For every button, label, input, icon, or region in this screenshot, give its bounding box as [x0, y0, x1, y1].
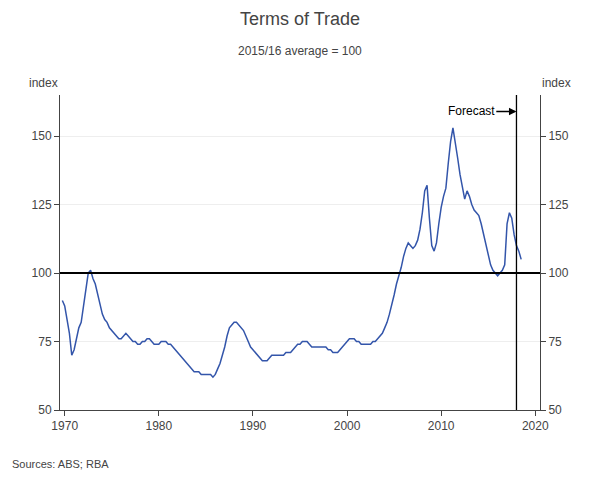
svg-text:2015/16 average = 100: 2015/16 average = 100 [238, 44, 362, 58]
svg-text:index: index [29, 76, 58, 90]
svg-text:2010: 2010 [428, 419, 455, 433]
svg-text:index: index [542, 76, 571, 90]
svg-text:150: 150 [32, 129, 52, 143]
svg-text:Forecast: Forecast [448, 104, 495, 118]
svg-text:125: 125 [548, 198, 568, 212]
svg-text:100: 100 [32, 266, 52, 280]
svg-text:2020: 2020 [522, 419, 549, 433]
svg-text:2000: 2000 [334, 419, 361, 433]
svg-text:Terms of Trade: Terms of Trade [240, 9, 360, 29]
svg-text:75: 75 [548, 335, 562, 349]
svg-text:1980: 1980 [145, 419, 172, 433]
svg-text:50: 50 [548, 403, 562, 417]
svg-text:Sources: ABS; RBA: Sources: ABS; RBA [12, 458, 109, 470]
svg-text:50: 50 [38, 403, 52, 417]
svg-text:100: 100 [548, 266, 568, 280]
svg-text:75: 75 [38, 335, 52, 349]
svg-text:1970: 1970 [51, 419, 78, 433]
svg-text:150: 150 [548, 129, 568, 143]
svg-text:125: 125 [32, 198, 52, 212]
svg-text:1990: 1990 [240, 419, 267, 433]
